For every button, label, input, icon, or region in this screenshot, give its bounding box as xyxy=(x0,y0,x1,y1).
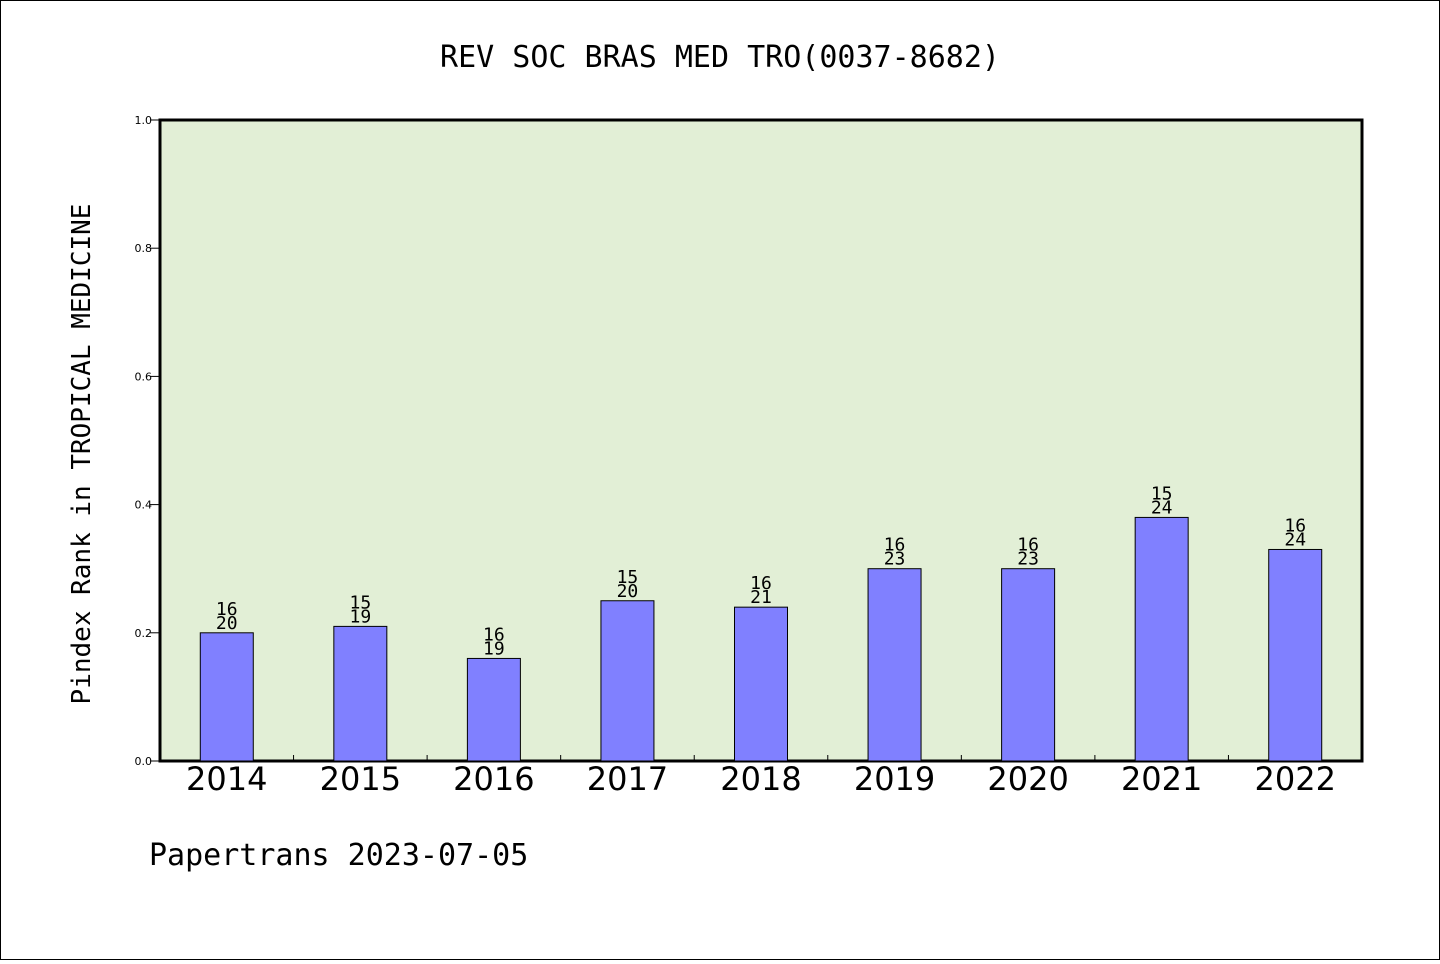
y-axis-ticks: 0.0 0.2 0.4 0.6 0.8 1.0 xyxy=(135,114,160,768)
bar xyxy=(466,657,521,762)
bar-rank-label: 16 xyxy=(216,599,238,620)
bar-total-label: 24 xyxy=(1151,497,1173,518)
bar-total-label: 23 xyxy=(884,549,906,570)
y-tick-label: 0.8 xyxy=(135,242,153,255)
bar-total-label: 20 xyxy=(617,581,639,602)
bar-rank-label: 15 xyxy=(617,567,639,588)
bar-rank-label: 16 xyxy=(750,573,772,594)
chart-title: REV SOC BRAS MED TRO(0037-8682) xyxy=(440,40,1000,75)
bar-rank-label: 15 xyxy=(349,592,371,613)
x-tick-label: 2016 xyxy=(453,760,534,798)
x-tick-label: 2022 xyxy=(1255,760,1336,798)
bar xyxy=(333,625,388,762)
bar-total-label: 19 xyxy=(483,638,505,659)
bar xyxy=(867,568,922,762)
x-tick-label: 2017 xyxy=(587,760,668,798)
bar xyxy=(734,606,788,762)
x-tick-label: 2021 xyxy=(1121,760,1202,798)
x-tick-label: 2019 xyxy=(854,760,935,798)
x-tick-label: 2020 xyxy=(987,760,1068,798)
y-tick-label: 0.2 xyxy=(135,627,153,640)
x-tick-label: 2018 xyxy=(720,760,801,798)
x-axis-ticks: 2014 2015 2016 2017 2018 2019 2020 2021 2022 xyxy=(186,755,1336,798)
bar xyxy=(1134,516,1189,762)
bars xyxy=(199,516,1323,762)
bar-total-label: 23 xyxy=(1017,549,1039,570)
y-tick-label: 1.0 xyxy=(135,114,153,127)
bar-total-label: 24 xyxy=(1284,529,1306,550)
bar-total-label: 21 xyxy=(750,587,772,608)
bar-rank-label: 16 xyxy=(1017,535,1039,556)
footer-text: Papertrans 2023-07-05 xyxy=(149,838,528,873)
bar xyxy=(600,600,655,762)
x-tick-label: 2014 xyxy=(186,760,267,798)
bar xyxy=(199,632,254,762)
bar xyxy=(1001,568,1056,762)
bar-rank-label: 16 xyxy=(483,624,505,645)
bar-total-label: 19 xyxy=(349,606,371,627)
bar-rank-label: 16 xyxy=(1284,515,1306,536)
y-tick-label: 0.4 xyxy=(135,499,153,512)
x-tick-label: 2015 xyxy=(320,760,401,798)
bar xyxy=(1268,548,1323,762)
y-tick-label: 0.0 xyxy=(135,755,153,768)
bar-rank-label: 16 xyxy=(884,535,906,556)
bar-rank-label: 15 xyxy=(1151,483,1173,504)
bar-total-label: 20 xyxy=(216,613,238,634)
y-axis-label: Pindex Rank in TROPICAL MEDICINE xyxy=(67,204,97,705)
y-tick-label: 0.6 xyxy=(135,370,153,383)
